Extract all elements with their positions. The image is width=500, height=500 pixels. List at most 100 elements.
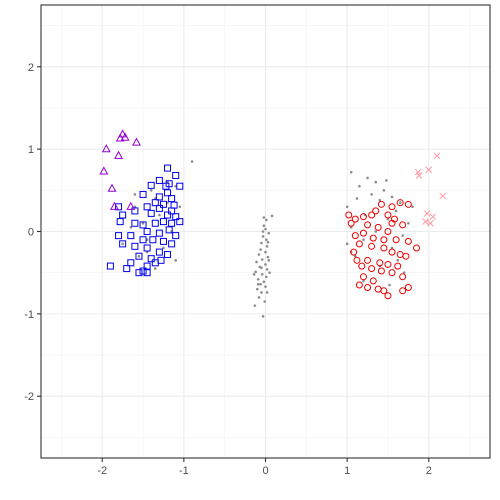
data-point-dot bbox=[190, 160, 194, 163]
data-point-triangle bbox=[126, 201, 136, 210]
data-point-circle bbox=[368, 265, 376, 273]
x-tick-label: 0 bbox=[262, 465, 268, 477]
data-point-circle bbox=[384, 228, 392, 235]
data-point-square bbox=[149, 236, 157, 244]
data-point-circle bbox=[380, 287, 388, 295]
data-point-dot bbox=[374, 230, 378, 233]
data-point-dot bbox=[254, 270, 258, 274]
y-axis: -2 -1 0 1 2 bbox=[24, 62, 41, 403]
data-point-square bbox=[123, 265, 131, 273]
data-point-circle bbox=[388, 269, 396, 277]
data-point-square bbox=[159, 200, 167, 208]
data-point-circle bbox=[388, 203, 396, 211]
data-point-square bbox=[139, 267, 147, 275]
data-point-square bbox=[172, 171, 180, 179]
data-point-dot bbox=[345, 205, 349, 209]
data-point-circle bbox=[384, 292, 392, 300]
data-point-square bbox=[164, 189, 172, 197]
data-point-dot bbox=[262, 280, 266, 284]
data-point-square bbox=[147, 181, 155, 189]
data-point-dot bbox=[386, 217, 390, 221]
x-axis: -2 -1 0 1 2 bbox=[97, 458, 432, 477]
data-point-circle bbox=[368, 242, 376, 250]
data-point-circle bbox=[399, 221, 407, 229]
data-point-dot bbox=[261, 235, 265, 238]
data-point-square bbox=[143, 262, 151, 270]
data-point-dot bbox=[259, 248, 262, 251]
data-point-circle bbox=[347, 219, 355, 227]
data-point-square bbox=[131, 219, 139, 227]
data-point-square bbox=[168, 240, 176, 248]
data-point-dot bbox=[402, 271, 406, 274]
data-point-square bbox=[159, 237, 167, 245]
data-point-circle bbox=[399, 287, 407, 295]
data-point-dot bbox=[398, 201, 402, 204]
data-point-triangle bbox=[110, 201, 119, 210]
data-point-dot bbox=[265, 291, 269, 294]
data-point-circle bbox=[369, 277, 377, 285]
data-point-dot bbox=[370, 193, 373, 196]
data-point-circle bbox=[364, 221, 372, 229]
data-point-dot bbox=[264, 250, 267, 254]
data-point-circle bbox=[364, 284, 372, 292]
data-point-square bbox=[139, 236, 147, 244]
data-point-dot bbox=[174, 259, 177, 262]
major-gridlines bbox=[41, 5, 490, 458]
data-point-square bbox=[119, 240, 127, 248]
data-point-circle bbox=[355, 240, 363, 248]
data-point-square bbox=[168, 219, 176, 227]
data-point-square bbox=[164, 164, 172, 172]
data-point-circle bbox=[374, 223, 382, 231]
data-point-square bbox=[143, 228, 151, 235]
data-point-square bbox=[176, 218, 184, 226]
data-point-square bbox=[139, 190, 147, 198]
data-point-dot bbox=[265, 275, 268, 279]
data-point-circle bbox=[404, 284, 412, 292]
data-point-dot bbox=[255, 260, 258, 264]
data-point-dot bbox=[257, 296, 261, 299]
data-point-square bbox=[168, 207, 176, 215]
data-point-cross bbox=[425, 166, 433, 174]
data-point-dot bbox=[259, 282, 262, 286]
data-point-dot bbox=[267, 259, 271, 262]
data-point-circle bbox=[350, 248, 358, 256]
data-point-circle bbox=[392, 236, 400, 244]
data-point-dot bbox=[137, 254, 141, 258]
data-point-square bbox=[139, 221, 147, 229]
data-point-dot bbox=[270, 214, 274, 218]
data-point-circle bbox=[380, 236, 388, 244]
data-point-circle bbox=[388, 248, 396, 256]
data-point-circle bbox=[369, 234, 377, 242]
data-point-dot bbox=[262, 216, 266, 219]
data-point-triangle bbox=[118, 129, 128, 138]
data-point-dot bbox=[260, 273, 264, 276]
data-point-dot bbox=[362, 279, 365, 283]
data-point-dot bbox=[260, 291, 263, 294]
data-point-square bbox=[119, 211, 127, 219]
y-tick-label: -2 bbox=[24, 391, 34, 403]
data-point-dot bbox=[396, 259, 400, 262]
data-point-circle bbox=[404, 237, 412, 245]
data-point-circle bbox=[359, 213, 367, 221]
data-point-square bbox=[155, 204, 163, 212]
data-point-cross bbox=[422, 218, 429, 225]
data-point-circle bbox=[413, 244, 421, 252]
y-tick-label: 2 bbox=[28, 62, 34, 74]
x-tick-label: -2 bbox=[97, 465, 107, 477]
data-point-dot bbox=[260, 241, 263, 245]
data-point-square bbox=[172, 232, 180, 240]
data-point-square bbox=[151, 219, 159, 227]
data-point-circle bbox=[351, 215, 359, 223]
data-point-dot bbox=[253, 304, 257, 307]
data-point-circle bbox=[384, 211, 392, 219]
data-point-dot bbox=[349, 170, 353, 174]
data-point-dot bbox=[266, 255, 270, 259]
data-point-dot bbox=[349, 226, 353, 229]
data-point-circle bbox=[384, 260, 392, 268]
data-point-circle bbox=[376, 259, 384, 267]
data-point-dot bbox=[149, 189, 153, 192]
data-point-square bbox=[176, 182, 184, 190]
data-point-dot bbox=[262, 224, 266, 228]
data-point-dot bbox=[385, 179, 388, 182]
data-point-square bbox=[143, 269, 151, 277]
